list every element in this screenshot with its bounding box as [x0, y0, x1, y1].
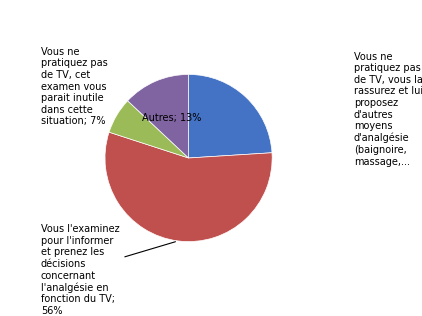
Wedge shape	[105, 132, 272, 242]
Text: Autres; 13%: Autres; 13%	[142, 113, 201, 123]
Text: Vous l'examinez
pour l'informer
et prenez les
décisions
concernant
l'analgésie e: Vous l'examinez pour l'informer et prene…	[41, 224, 176, 316]
Wedge shape	[189, 74, 272, 158]
Text: Vous ne
pratiquez pas
de TV, cet
examen vous
parait inutile
dans cette
situation: Vous ne pratiquez pas de TV, cet examen …	[41, 47, 108, 126]
Wedge shape	[109, 101, 189, 158]
Wedge shape	[127, 74, 189, 158]
Text: Vous ne
pratiquez pas
de TV, vous la
rassurez et lui
proposez
d'autres
moyens
d': Vous ne pratiquez pas de TV, vous la ras…	[354, 52, 422, 167]
